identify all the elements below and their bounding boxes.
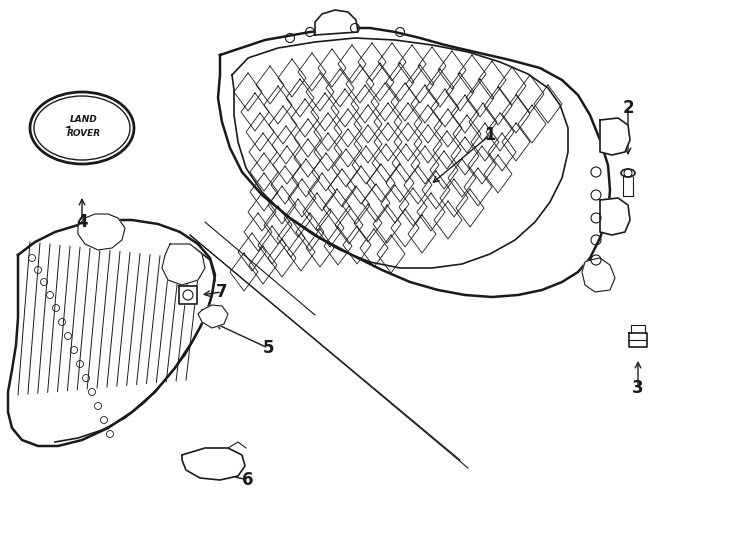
Polygon shape bbox=[198, 305, 228, 328]
Text: ◄: ◄ bbox=[65, 124, 70, 130]
Text: 1: 1 bbox=[484, 126, 495, 144]
Text: 5: 5 bbox=[262, 339, 274, 357]
Polygon shape bbox=[600, 118, 630, 155]
Polygon shape bbox=[631, 325, 645, 333]
Text: ROVER: ROVER bbox=[67, 130, 101, 138]
Text: 6: 6 bbox=[242, 471, 254, 489]
Text: 7: 7 bbox=[217, 283, 228, 301]
Polygon shape bbox=[8, 220, 215, 446]
Text: 4: 4 bbox=[76, 213, 88, 231]
Polygon shape bbox=[623, 177, 633, 196]
Polygon shape bbox=[78, 214, 125, 250]
Text: 3: 3 bbox=[632, 379, 644, 397]
Polygon shape bbox=[315, 10, 358, 35]
Polygon shape bbox=[162, 244, 205, 285]
Polygon shape bbox=[182, 448, 245, 480]
Polygon shape bbox=[629, 333, 647, 347]
Polygon shape bbox=[582, 258, 615, 292]
Polygon shape bbox=[600, 198, 630, 235]
Text: 2: 2 bbox=[622, 99, 634, 117]
Ellipse shape bbox=[621, 169, 635, 177]
Polygon shape bbox=[218, 28, 610, 297]
Polygon shape bbox=[179, 286, 197, 304]
Ellipse shape bbox=[30, 92, 134, 164]
Text: LAND: LAND bbox=[70, 116, 98, 125]
